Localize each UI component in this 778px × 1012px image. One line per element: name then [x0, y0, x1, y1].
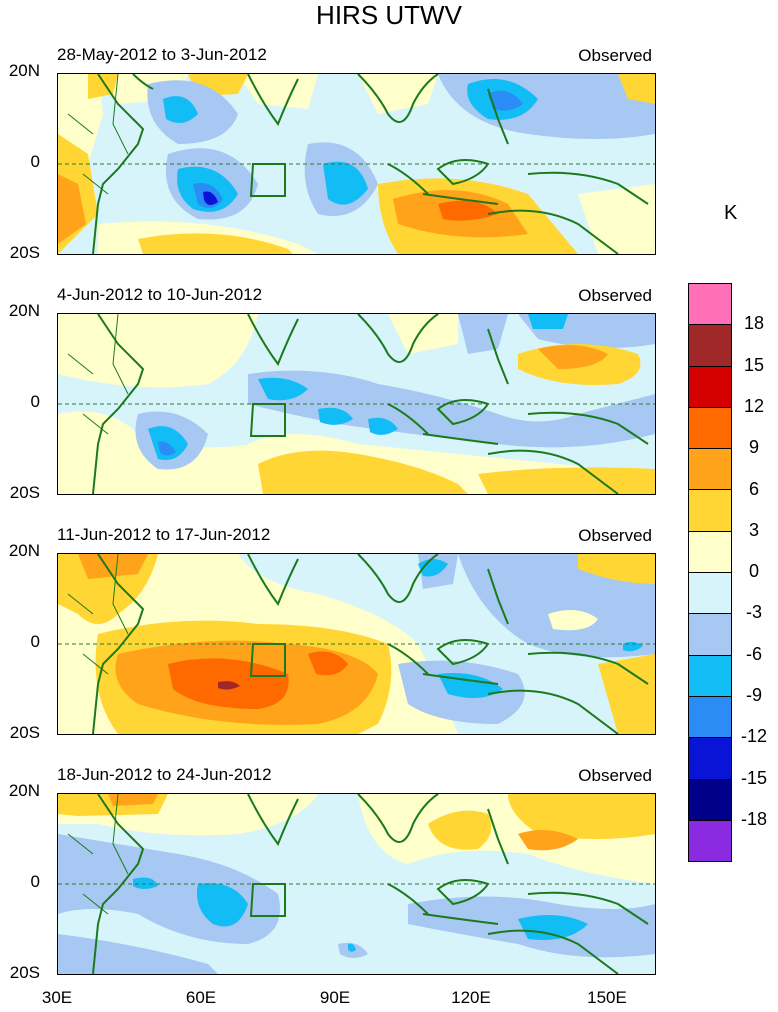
lat-label-0: 0	[30, 392, 40, 411]
colorbar-label: 15	[743, 354, 765, 375]
map-panel-1: 28-May-2012 to 3-Jun-2012 Observed	[57, 45, 656, 255]
lat-label-20n: 20N	[8, 781, 40, 800]
lon-label-150e: 150E	[587, 988, 627, 1007]
colorbar-swatch	[688, 325, 732, 367]
colorbar-swatch	[688, 820, 732, 863]
lat-label-20n: 20N	[8, 301, 40, 320]
lat-label-20s: 20S	[9, 243, 40, 262]
anomaly-contour-map	[58, 74, 655, 254]
map-panel-4: 18-Jun-2012 to 24-Jun-2012 Observed	[57, 765, 656, 975]
colorbar-unit: K	[724, 202, 738, 224]
colorbar-swatch	[688, 490, 732, 532]
colorbar-label: 3	[748, 519, 759, 540]
lat-label-20s: 20S	[9, 483, 40, 502]
lat-label-20s: 20S	[9, 723, 40, 742]
lat-label-20n: 20N	[8, 61, 40, 80]
colorbar-label: -6	[745, 643, 762, 664]
colorbar-label: 9	[748, 437, 759, 458]
colorbar-swatch	[688, 366, 732, 408]
colorbar-label: -3	[745, 602, 762, 623]
map-frame	[57, 73, 656, 255]
lon-label-30e: 30E	[41, 988, 73, 1007]
figure-title: HIRS UTWV	[316, 0, 462, 30]
lat-label-20s: 20S	[9, 963, 40, 982]
colorbar-swatch	[688, 407, 732, 450]
observed-label: Observed	[578, 766, 652, 785]
anomaly-contour-map	[58, 794, 655, 974]
observed-label: Observed	[578, 526, 652, 545]
colorbar-label: 18	[743, 313, 765, 334]
colorbar-label: 0	[748, 561, 759, 582]
map-frame	[57, 313, 656, 495]
colorbar-label: -18	[740, 808, 767, 829]
lat-label-20n: 20N	[8, 541, 40, 560]
panel-period-label: 4-Jun-2012 to 10-Jun-2012	[57, 285, 263, 304]
panel-period-label: 18-Jun-2012 to 24-Jun-2012	[57, 765, 272, 784]
colorbar-swatch	[688, 449, 732, 491]
lat-label-0: 0	[30, 152, 40, 171]
anomaly-contour-map	[58, 314, 655, 494]
lat-label-0: 0	[30, 872, 40, 891]
colorbar-swatch	[688, 573, 732, 615]
colorbar-swatch	[688, 283, 732, 326]
panel-period-label: 28-May-2012 to 3-Jun-2012	[57, 45, 267, 64]
lon-label-120e: 120E	[451, 988, 491, 1007]
map-panel-3: 11-Jun-2012 to 17-Jun-2012 Observed	[57, 525, 656, 735]
colorbar-label: -9	[745, 685, 762, 705]
observed-label: Observed	[578, 286, 652, 305]
panel-period-label: 11-Jun-2012 to 17-Jun-2012	[57, 525, 271, 544]
colorbar-swatch	[688, 531, 732, 574]
map-panel-2: 4-Jun-2012 to 10-Jun-2012 Observed	[57, 285, 656, 495]
map-frame	[57, 793, 656, 975]
anomaly-contour-map	[58, 554, 655, 734]
lon-label-60e: 60E	[185, 988, 217, 1007]
map-frame	[57, 553, 656, 735]
lon-label-90e: 90E	[319, 988, 351, 1007]
colorbar-swatch	[688, 655, 732, 697]
lat-label-0: 0	[30, 632, 40, 651]
observed-label: Observed	[578, 46, 652, 65]
colorbar	[688, 283, 732, 863]
colorbar-label: -15	[740, 767, 767, 788]
colorbar-label: -12	[740, 726, 767, 747]
colorbar-label: 12	[743, 395, 765, 416]
colorbar-swatch	[688, 779, 732, 821]
colorbar-swatch	[688, 614, 732, 656]
colorbar-swatch	[688, 696, 732, 739]
colorbar-swatch	[688, 738, 732, 780]
colorbar-label: 6	[748, 478, 759, 499]
